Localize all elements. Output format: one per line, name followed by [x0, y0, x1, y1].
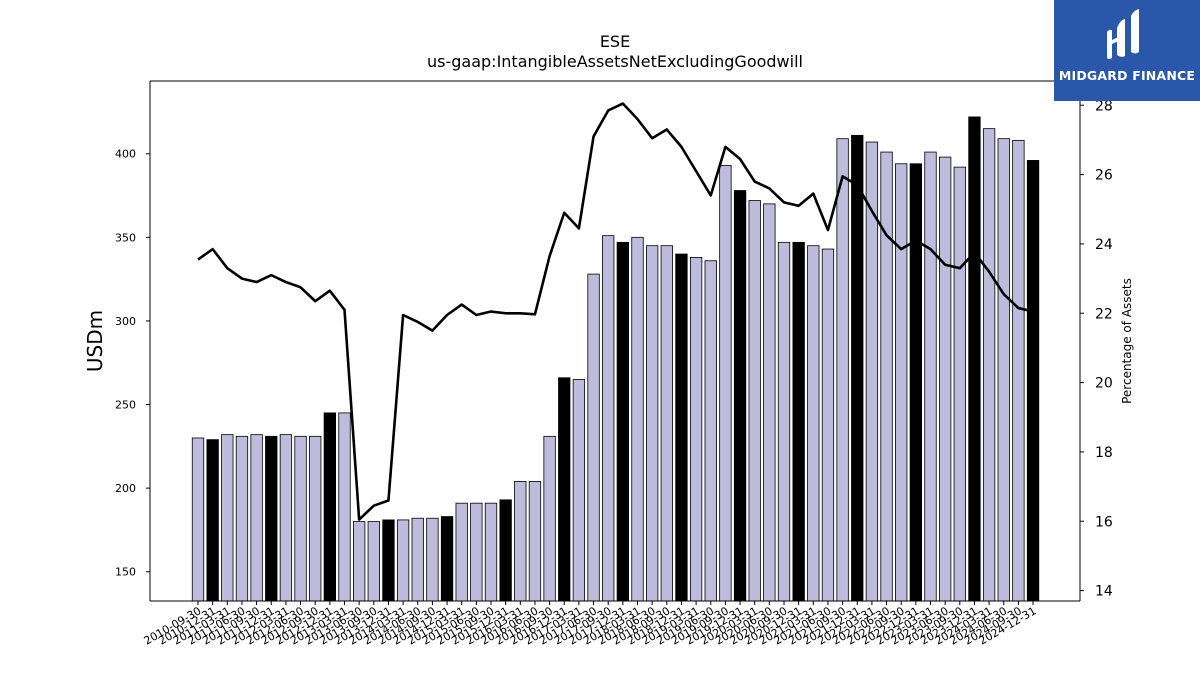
- y-tick-label: 150: [115, 566, 136, 579]
- y-tick-label: 300: [115, 315, 136, 328]
- bar: [294, 435, 307, 602]
- bar: [807, 245, 820, 602]
- midgard-logo-text: MIDGARD FINANCE: [1058, 68, 1196, 83]
- y-tick-label: 250: [115, 399, 136, 412]
- bar: [206, 439, 219, 602]
- y2-tick-label: 24: [1095, 237, 1113, 253]
- bar: [689, 256, 703, 602]
- y2-tick-label: 18: [1095, 445, 1113, 461]
- bar: [470, 502, 483, 602]
- bar: [924, 151, 937, 602]
- bar: [748, 200, 761, 602]
- bar: [440, 516, 454, 602]
- bar: [352, 521, 366, 602]
- chart-subtitle: us-gaap:IntangibleAssetsNetExcludingGood…: [427, 52, 803, 71]
- bar: [572, 379, 586, 602]
- bar: [733, 190, 747, 602]
- bar: [235, 435, 249, 602]
- bar: [660, 245, 673, 602]
- y-tick-label: 400: [115, 148, 136, 161]
- y2-tick-label: 26: [1095, 168, 1113, 184]
- bar: [836, 138, 849, 602]
- bar: [499, 499, 512, 602]
- bar: [514, 481, 527, 602]
- bar: [1012, 139, 1025, 602]
- bar: [1026, 160, 1040, 602]
- bar: [953, 166, 966, 602]
- bar: [309, 435, 322, 602]
- bar: [968, 116, 981, 602]
- bar: [221, 434, 234, 602]
- bar: [675, 253, 688, 602]
- bar: [265, 435, 278, 602]
- bar: [851, 134, 864, 602]
- bar: [411, 517, 424, 602]
- bar: [997, 138, 1010, 602]
- bar: [631, 236, 644, 602]
- bar: [528, 481, 542, 602]
- bar: [338, 412, 351, 602]
- bar: [719, 165, 732, 602]
- bar: [982, 128, 996, 602]
- y2-tick-label: 14: [1095, 584, 1113, 600]
- y2-tick-label: 20: [1095, 376, 1113, 392]
- bar: [426, 517, 439, 602]
- bar: [396, 519, 410, 602]
- y2-tick-label: 22: [1095, 306, 1113, 322]
- y-tick-label: 200: [115, 482, 136, 495]
- bar: [602, 235, 615, 602]
- midgard-logo: MIDGARD FINANCE: [1054, 0, 1200, 101]
- bar: [792, 241, 805, 602]
- midgard-logo-icon: [1107, 9, 1139, 59]
- bar: [543, 435, 556, 602]
- bar: [558, 377, 571, 602]
- bar: [616, 241, 629, 602]
- bar: [880, 151, 893, 602]
- y2-axis-label: Percentage of Assets: [1120, 278, 1134, 404]
- bar: [191, 437, 205, 602]
- bar: [777, 241, 791, 602]
- bar: [909, 163, 922, 602]
- y2-tick-label: 16: [1095, 514, 1113, 530]
- bar: [279, 434, 293, 602]
- bar: [323, 412, 337, 602]
- chart-title: ESE: [599, 32, 631, 51]
- bar: [367, 521, 380, 602]
- y-axis-label: USDm: [83, 310, 107, 372]
- bar: [895, 163, 908, 602]
- bar: [455, 502, 468, 602]
- bar: [939, 156, 952, 602]
- percentage-line: [197, 102, 1034, 521]
- bar: [382, 519, 395, 602]
- bar: [250, 434, 263, 602]
- bar: [646, 245, 659, 602]
- bar: [763, 203, 776, 602]
- bar: [587, 273, 600, 602]
- bar: [704, 260, 717, 602]
- bar: [821, 248, 835, 602]
- y-tick-label: 350: [115, 231, 136, 244]
- bar: [484, 502, 498, 602]
- y2-tick-label: 28: [1095, 98, 1113, 114]
